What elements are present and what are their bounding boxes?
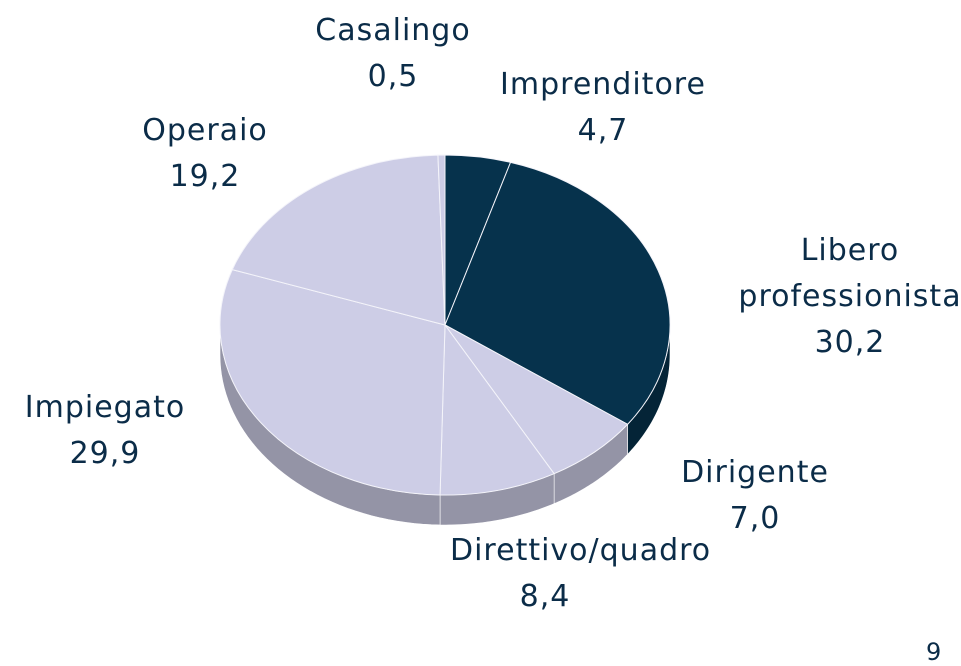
category-label: Casalingo	[315, 13, 471, 48]
slice	[439, 323, 555, 496]
slice	[437, 154, 446, 326]
value-label: 7,0	[729, 501, 781, 536]
category-label: Dirigente	[681, 455, 829, 490]
slice-label: Impiegato 29,9	[0, 385, 215, 477]
category-label: Impiegato	[24, 390, 186, 425]
value-label: 0,5	[367, 59, 419, 94]
slice	[231, 154, 446, 326]
category-label: Imprenditore	[500, 67, 706, 102]
value-label: 4,7	[577, 113, 629, 148]
slice-label: Libero professionista 30,2	[735, 228, 961, 366]
value-label: 19,2	[169, 159, 241, 194]
category-label: Libero professionista	[738, 233, 961, 314]
value-label: 30,2	[814, 325, 886, 360]
slice-label: Imprenditore 4,7	[473, 62, 733, 154]
value-label: 8,4	[519, 579, 571, 614]
slice	[444, 161, 671, 425]
slice-label: Direttivo/quadro 8,4	[450, 528, 712, 620]
slice	[219, 269, 446, 496]
slice-label: Casalingo 0,5	[283, 8, 503, 100]
category-label: Operaio	[142, 113, 268, 148]
slice-label: Dirigente 7,0	[645, 450, 865, 542]
page-number: 9	[926, 638, 942, 666]
value-label: 29,9	[69, 436, 141, 471]
slice-label: Operaio 19,2	[105, 108, 305, 200]
category-label: Direttivo/quadro	[450, 533, 712, 568]
